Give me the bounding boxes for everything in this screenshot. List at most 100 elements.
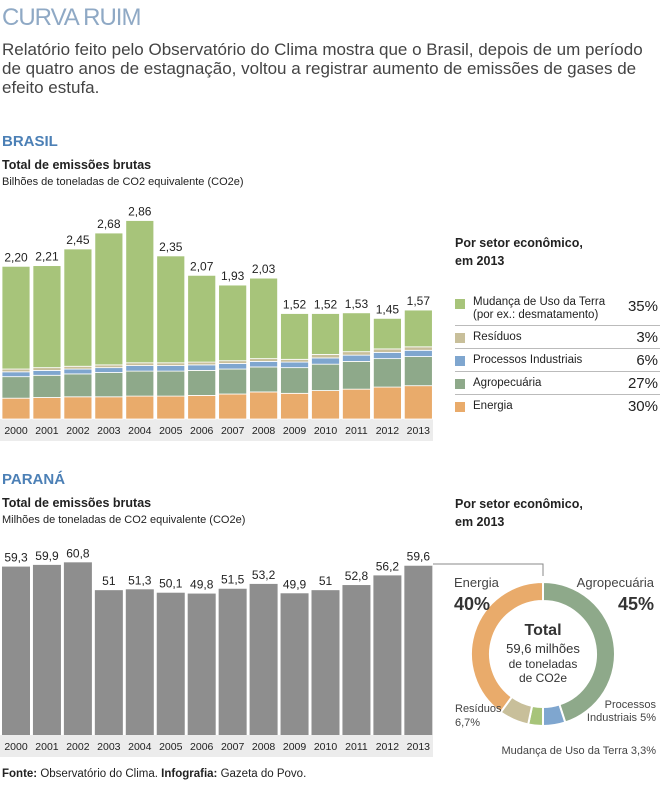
- parana-bar: [373, 575, 402, 735]
- brasil-bar-segment-res-duos: [280, 358, 309, 363]
- brasil-total-label: 1,93: [221, 269, 245, 283]
- parana-year-label: 2012: [376, 741, 400, 753]
- legend-pct: 35%: [627, 298, 658, 315]
- parana-bar: [156, 592, 185, 735]
- brasil-stacked-bar-chart: 2,20 2000 2,21 2001 2,45 2002 2,68 2003 2,86 2004…: [0, 205, 433, 441]
- parana-value-label: 60,8: [66, 546, 90, 560]
- brasil-bar-segment-energia: [32, 397, 62, 420]
- brasil-bar-segment-processos-industriais: [249, 360, 279, 368]
- donut-label-residuos: Resíduos: [455, 703, 502, 715]
- parana-year-label: 2003: [97, 741, 121, 753]
- legend-label: Processos Industriais: [473, 354, 583, 366]
- brasil-chart-unit: Bilhões de toneladas de CO2 equivalente …: [2, 176, 244, 188]
- donut-center-line-4: de CO2e: [519, 671, 567, 685]
- infographic-title: CURVA RUIM: [2, 4, 141, 31]
- legend-label: Mudança de Uso da Terra: [473, 296, 606, 308]
- brasil-bar-segment-energia: [403, 385, 433, 420]
- brasil-bar-segment-agropecu-ria: [403, 356, 433, 387]
- donut-label-agropecuaria: Agropecuária: [577, 575, 655, 590]
- legend-label: Agropecuária: [473, 377, 542, 389]
- infographic-text: Gazeta do Povo.: [220, 768, 307, 780]
- brasil-bar-segment-mudan-a-de-uso-da-terra: [372, 317, 402, 350]
- brasil-year-label: 2006: [190, 425, 214, 437]
- brasil-total-label: 1,57: [407, 294, 431, 308]
- parana-bar-chart: 59,3 2000 59,9 2001 60,8 2002 51 2003 51,3 2004 50…: [0, 546, 433, 757]
- brasil-bar-segment-mudan-a-de-uso-da-terra: [156, 255, 186, 364]
- brasil-bar-segment-mudan-a-de-uso-da-terra: [249, 277, 279, 360]
- parana-chart-title: Total de emissões brutas: [2, 496, 152, 510]
- brasil-bar-segment-processos-industriais: [94, 367, 124, 373]
- brasil-year-label: 2012: [376, 425, 400, 437]
- brasil-total-label: 2,86: [128, 205, 152, 219]
- parana-year-axis-band: [0, 735, 433, 757]
- parana-year-label: 2008: [252, 741, 276, 753]
- parana-value-label: 52,8: [345, 569, 369, 583]
- legend-swatch: [455, 402, 465, 412]
- brasil-bar-segment-mudan-a-de-uso-da-terra: [311, 313, 340, 355]
- brasil-total-label: 1,52: [314, 298, 338, 312]
- brasil-bar-segment-processos-industriais: [403, 349, 433, 357]
- parana-year-label: 2002: [66, 741, 90, 753]
- donut-pct-agropecuaria: 45%: [618, 594, 654, 614]
- parana-value-label: 59,9: [35, 549, 59, 563]
- brasil-legend: Mudança de Uso da Terra (por ex.: desmat…: [455, 295, 660, 419]
- donut-pct-energia: 40%: [454, 594, 490, 614]
- parana-bar: [94, 590, 123, 735]
- parana-bar: [63, 562, 92, 735]
- legend-swatch: [455, 299, 465, 309]
- legend-label: Energia: [473, 400, 513, 412]
- brasil-bar-segment-processos-industriais: [218, 363, 248, 370]
- brasil-bar-segment-mudan-a-de-uso-da-terra: [403, 309, 433, 348]
- parana-bar: [2, 566, 30, 735]
- donut-center-line-3: de toneladas: [509, 657, 578, 671]
- parana-value-label: 49,9: [283, 577, 307, 591]
- brasil-bar-segment-energia: [1, 397, 31, 420]
- brasil-bar-segment-res-duos: [1, 368, 31, 373]
- brasil-year-label: 2010: [314, 425, 338, 437]
- brasil-bar-segment-agropecu-ria: [218, 368, 248, 395]
- brasil-bar-segment-res-duos: [94, 364, 124, 369]
- brasil-bar-segment-energia: [249, 391, 279, 420]
- legend-swatch: [455, 356, 465, 366]
- brasil-bar-segment-energia: [372, 386, 402, 420]
- donut-center-line-2: 59,6 milhões: [506, 641, 580, 656]
- parana-value-label: 59,6: [407, 550, 431, 564]
- legend-item-processos: Processos Industriais 6%: [455, 349, 660, 372]
- parana-bar: [342, 585, 371, 735]
- brasil-bar-segment-mudan-a-de-uso-da-terra: [280, 313, 309, 360]
- brasil-total-label: 2,35: [159, 240, 183, 254]
- parana-bar: [218, 588, 247, 735]
- brasil-year-axis-band: [0, 419, 433, 441]
- legend-item-agropecuaria: Agropecuária 27%: [455, 372, 660, 395]
- legend-pct: 27%: [627, 375, 658, 392]
- brasil-total-label: 2,45: [66, 233, 90, 247]
- section-parana: PARANÁ: [2, 471, 66, 488]
- section-brasil: BRASIL: [2, 133, 58, 150]
- brasil-bar-segment-res-duos: [63, 365, 93, 370]
- legend-swatch: [455, 379, 465, 389]
- parana-bar: [32, 564, 61, 735]
- brasil-bar-segment-processos-industriais: [156, 365, 186, 372]
- parana-value-label: 50,1: [159, 577, 183, 591]
- parana-chart-unit: Milhões de toneladas de CO2 equivalente …: [2, 514, 246, 526]
- brasil-total-label: 1,53: [345, 297, 369, 311]
- parana-value-label: 51,5: [221, 573, 245, 587]
- source-label: Fonte:: [2, 768, 38, 780]
- brasil-bar-segment-processos-industriais: [63, 368, 93, 375]
- brasil-bar-segment-res-duos: [249, 358, 279, 362]
- brasil-bar-segment-mudan-a-de-uso-da-terra: [32, 265, 62, 369]
- parana-year-label: 2010: [314, 741, 338, 753]
- parana-year-label: 2006: [190, 741, 214, 753]
- parana-sector-heading-2: em 2013: [455, 515, 505, 529]
- brasil-bar-segment-mudan-a-de-uso-da-terra: [94, 232, 124, 366]
- brasil-bar-segment-agropecu-ria: [280, 367, 309, 394]
- donut-label-mudanca: Mudança de Uso da Terra 3,3%: [502, 745, 657, 757]
- parana-value-label: 49,8: [190, 578, 214, 592]
- legend-swatch: [455, 333, 465, 343]
- brasil-bar-segment-agropecu-ria: [125, 370, 155, 397]
- infographic-label: Infografia:: [161, 768, 218, 780]
- donut-pct-residuos: 6,7%: [455, 717, 480, 729]
- brasil-bar-segment-res-duos: [32, 367, 62, 371]
- donut-center-title: Total: [524, 622, 561, 639]
- brasil-bar-segment-mudan-a-de-uso-da-terra: [125, 220, 155, 364]
